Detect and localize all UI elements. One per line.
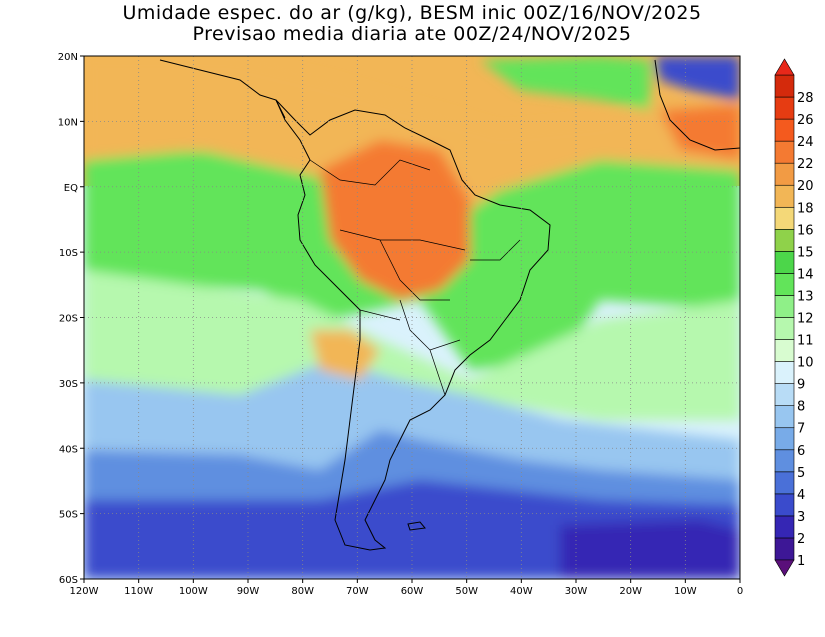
map-title: Umidade espec. do ar (g/kg), BESM inic 0…: [122, 2, 702, 24]
colorbar-arrow-low: [774, 559, 795, 577]
colorbar-swatch: [774, 229, 795, 252]
colorbar-label: 8: [797, 400, 805, 415]
colorbar-swatch: [774, 515, 795, 539]
falklands-outline: [407, 521, 426, 531]
colorbar-swatch: [774, 140, 795, 164]
colorbar-swatch: [774, 493, 795, 517]
africa-outline: [654, 59, 740, 151]
lat-lon-grid: [84, 56, 740, 579]
colorbar-swatch: [774, 184, 795, 208]
colorbar-label: 1: [797, 554, 805, 569]
lat-tick-label: 10N: [58, 117, 78, 128]
colorbar-label: 5: [797, 466, 805, 481]
colorbar-swatch: [774, 74, 795, 98]
colorbar-swatch: [774, 471, 795, 495]
colorbar-swatch: [774, 273, 795, 296]
lon-tick-label: 100W: [179, 586, 208, 597]
colorbar-label: 4: [797, 488, 805, 503]
colorbar-label: 7: [797, 422, 805, 437]
colorbar-label: 2: [797, 532, 805, 547]
lon-tick-label: 0: [737, 586, 743, 597]
colorbar-label: 12: [797, 312, 814, 327]
lon-tick-label: 50W: [455, 586, 478, 597]
colorbar-label: 26: [797, 113, 814, 128]
colorbar-swatch: [774, 118, 795, 142]
colorbar-label: 13: [797, 289, 814, 304]
colorbar-swatch: [774, 96, 795, 120]
colorbar-label: 15: [797, 245, 814, 260]
country-borders: [309, 159, 521, 396]
lat-tick-label: 40S: [59, 444, 78, 455]
colorbar-label: 3: [797, 510, 805, 525]
colorbar-swatch: [774, 317, 795, 340]
colorbar-label: 22: [797, 157, 814, 172]
colorbar-swatch: [774, 162, 795, 186]
lat-tick-label: 20S: [59, 314, 78, 325]
lon-tick-label: 60W: [401, 586, 424, 597]
lat-tick-label: 50S: [59, 510, 78, 521]
colorbar-swatch: [774, 361, 795, 384]
colorbar-arrow-high: [774, 58, 795, 76]
colorbar-label: 18: [797, 201, 814, 216]
latitude-axis: 20N 10N EQ 10S 20S 30S 40S 50S 60S: [58, 52, 84, 586]
colorbar-label: 11: [797, 334, 814, 349]
colorbar-swatch: [774, 295, 795, 318]
colorbar-swatch: [774, 537, 795, 561]
colorbar-label: 6: [797, 444, 805, 459]
lon-tick-label: 10W: [674, 586, 697, 597]
colorbar-label: 20: [797, 179, 814, 194]
colorbar-label: 28: [797, 91, 814, 106]
lat-tick-label: 20N: [58, 52, 78, 63]
colorbar-label: 9: [797, 378, 805, 393]
lon-tick-label: 70W: [346, 586, 369, 597]
lat-tick-label: 60S: [59, 575, 78, 586]
colorbar-label: 24: [797, 135, 814, 150]
lat-tick-label: 30S: [59, 379, 78, 390]
longitude-axis: 120W 110W 100W 90W 80W 70W 60W 50W 40W 30W 20W 10W 0: [70, 579, 743, 597]
colorbar-swatch: [774, 449, 795, 473]
colorbar-swatch: [774, 427, 795, 451]
lat-tick-label: EQ: [64, 183, 78, 194]
lon-tick-label: 110W: [124, 586, 153, 597]
lat-tick-label: 10S: [59, 248, 78, 259]
colorbar-label: 14: [797, 267, 814, 282]
lon-tick-label: 90W: [237, 586, 260, 597]
colorbar-swatch: [774, 383, 795, 406]
lon-tick-label: 80W: [291, 586, 314, 597]
south-america-outline: [275, 99, 551, 551]
lon-tick-label: 120W: [70, 586, 99, 597]
colorbar-swatch: [774, 339, 795, 362]
colorbar-swatch: [774, 405, 795, 429]
colorbar-swatch: [774, 251, 795, 274]
lon-tick-label: 40W: [510, 586, 533, 597]
lon-tick-label: 30W: [565, 586, 588, 597]
colorbar-swatch: [774, 206, 795, 230]
lon-tick-label: 20W: [619, 586, 642, 597]
map-subtitle: Previsao media diaria ate 00Z/24/NOV/202…: [192, 23, 632, 45]
colorbar-label: 16: [797, 223, 814, 238]
colorbar-label: 10: [797, 356, 814, 371]
